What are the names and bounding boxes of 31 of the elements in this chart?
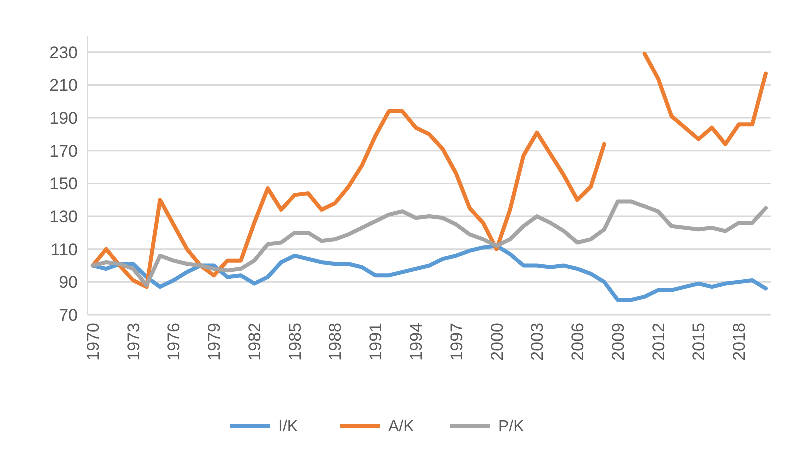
y-tick-label: 90 [59, 273, 78, 292]
y-tick-label: 170 [50, 142, 78, 161]
x-tick-label: 1976 [164, 323, 184, 361]
x-tick-label: 2006 [568, 323, 588, 361]
y-tick-label: 210 [50, 76, 78, 96]
x-tick-label: 1970 [84, 323, 103, 361]
y-tick-label: 230 [50, 43, 78, 62]
x-tick-label: 1991 [366, 323, 386, 361]
legend-label: A/K [388, 418, 415, 436]
x-tick-label: 1979 [205, 323, 224, 361]
x-tick-label: 1997 [447, 323, 466, 361]
x-tick-label: 2003 [528, 323, 548, 361]
x-tick-label: 2009 [608, 323, 628, 361]
y-tick-label: 130 [50, 207, 78, 226]
x-tick-label: 1988 [326, 323, 346, 361]
x-tick-label: 2012 [649, 323, 668, 361]
y-tick-label: 150 [50, 174, 78, 194]
legend-label: P/K [498, 418, 525, 436]
x-tick-label: 2015 [690, 323, 709, 361]
y-tick-label: 70 [59, 306, 78, 325]
x-tick-label: 1994 [406, 323, 426, 361]
y-tick-label: 190 [50, 109, 78, 128]
y-tick-label: 110 [50, 240, 78, 260]
legend-label: I/K [278, 418, 298, 436]
x-tick-label: 1973 [124, 323, 144, 361]
x-tick-label: 1985 [286, 323, 305, 361]
line-series [91, 244, 768, 302]
line-series [91, 200, 768, 288]
x-tick-label: 1982 [245, 323, 264, 361]
x-tick-label: 2018 [730, 323, 750, 361]
x-tick-label: 2000 [488, 323, 507, 361]
